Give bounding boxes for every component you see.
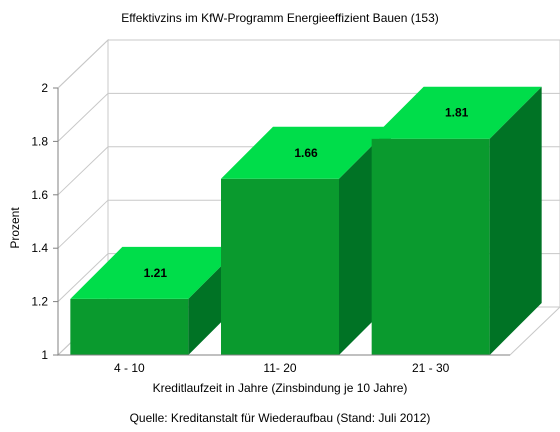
bar-value-label: 1.21 bbox=[144, 266, 168, 280]
y-tick-label: 1.8 bbox=[31, 134, 48, 148]
x-axis-label: Kreditlaufzeit in Jahre (Zinsbindung je … bbox=[153, 381, 408, 395]
y-tick-label: 1.4 bbox=[31, 241, 48, 255]
x-tick-label: 11- 20 bbox=[263, 361, 296, 375]
bar-top bbox=[70, 246, 241, 299]
x-tick-label: 21 - 30 bbox=[412, 361, 450, 375]
bar-front bbox=[371, 138, 490, 355]
bar-top bbox=[371, 86, 542, 139]
source-caption: Quelle: Kreditanstalt für Wiederaufbau (… bbox=[130, 411, 431, 425]
bar-front bbox=[221, 178, 339, 355]
bar-value-label: 1.66 bbox=[294, 146, 318, 160]
gridline bbox=[57, 39, 560, 89]
y-tick-label: 2 bbox=[41, 81, 48, 95]
bar-side bbox=[489, 86, 542, 355]
bar-front bbox=[70, 298, 189, 355]
chart-title: Effektivzins im KfW-Programm Energieeffi… bbox=[121, 11, 438, 25]
bar: 1.21 bbox=[70, 246, 241, 355]
x-tick-label: 4 - 10 bbox=[114, 361, 145, 375]
bar-top bbox=[221, 126, 391, 179]
bar: 1.81 bbox=[371, 86, 542, 355]
y-tick-label: 1 bbox=[41, 348, 48, 362]
y-tick-label: 1.6 bbox=[31, 188, 48, 202]
x-axis-tick-labels: 4 - 10 11- 20 21 - 30 bbox=[58, 354, 510, 375]
y-tick-label: 1.2 bbox=[31, 295, 48, 309]
bar-value-label: 1.81 bbox=[445, 106, 469, 120]
bar: 1.66 bbox=[221, 126, 391, 355]
y-axis-tick-labels: 1 1.2 1.4 1.6 1.8 2 bbox=[31, 81, 59, 362]
y-axis-label: Prozent bbox=[8, 207, 22, 249]
bars-group: 1.21 1.66 1.81 bbox=[70, 86, 542, 355]
gridline bbox=[57, 92, 560, 142]
